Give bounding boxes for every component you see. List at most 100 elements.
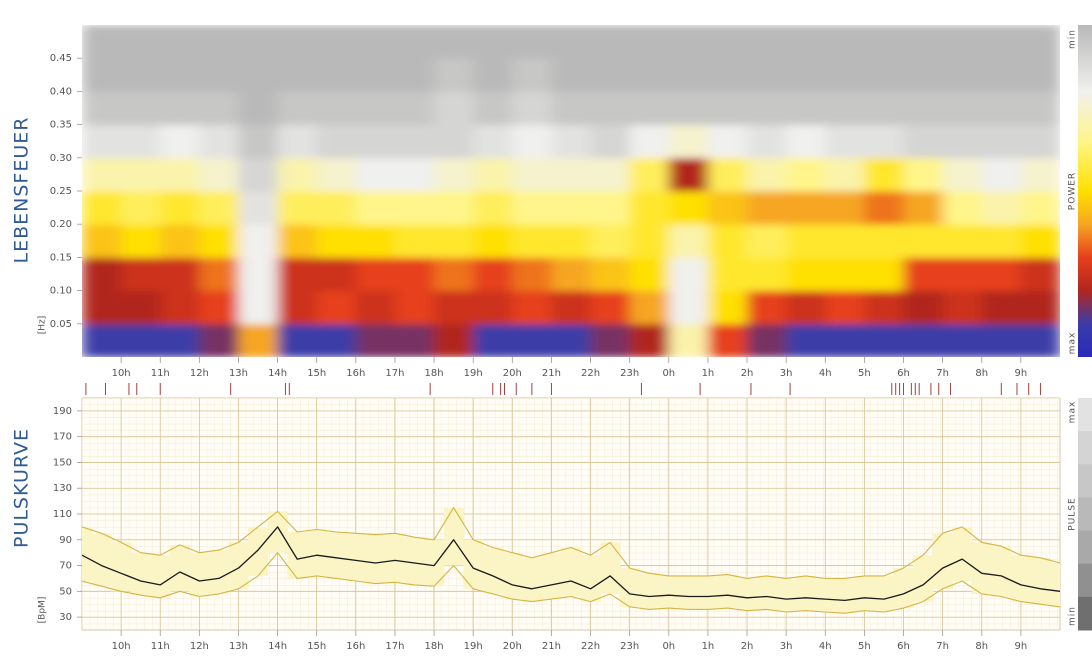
heatmap: [82, 25, 1061, 358]
heat-cell: [708, 291, 748, 325]
y-tick-label: 0.25: [50, 186, 72, 197]
heat-cell: [317, 125, 357, 159]
heat-cell: [943, 25, 983, 59]
x-tick-label: 4h: [819, 368, 832, 379]
heat-cell: [317, 224, 357, 258]
heat-cell: [160, 224, 200, 258]
y-tick-label: 0.05: [50, 319, 72, 330]
heat-cell: [238, 25, 278, 59]
heat-cell: [669, 291, 709, 325]
x-tick-label: 2h: [741, 641, 754, 652]
heat-cell: [1021, 324, 1061, 358]
heat-cell: [317, 291, 357, 325]
heat-cell: [591, 91, 631, 125]
x-tick-label: 8h: [975, 641, 988, 652]
heat-cell: [434, 324, 474, 358]
heat-cell: [512, 191, 552, 225]
band-segment: [874, 576, 894, 612]
x-tick-label: 8h: [975, 368, 988, 379]
heat-cell: [238, 224, 278, 258]
heat-cell: [278, 125, 318, 159]
y-tick-label: 0.20: [50, 219, 72, 230]
band-segment: [855, 576, 875, 611]
band-segment: [835, 578, 855, 613]
heat-cell: [943, 224, 983, 258]
heat-cell: [747, 91, 787, 125]
heat-cell: [434, 191, 474, 225]
heat-cell: [121, 291, 161, 325]
x-tick-label: 2h: [741, 368, 754, 379]
heat-cell: [395, 291, 435, 325]
heat-cell: [630, 324, 670, 358]
colorbar-step: [1078, 497, 1092, 531]
x-tick-label: 9h: [1015, 368, 1028, 379]
heat-cell: [82, 91, 122, 125]
band-segment: [190, 553, 210, 597]
heat-cell: [747, 25, 787, 59]
colorbar: [1078, 25, 1092, 357]
heat-cell: [82, 324, 122, 358]
heat-cell: [786, 25, 826, 59]
heat-cell: [395, 191, 435, 225]
heat-cell: [1021, 58, 1061, 92]
band-segment: [72, 527, 92, 581]
band-segment: [405, 537, 425, 585]
heat-cell: [278, 191, 318, 225]
heat-cell: [199, 191, 239, 225]
heat-cell: [864, 257, 904, 291]
heat-cell: [1021, 224, 1061, 258]
heat-cell: [708, 158, 748, 192]
x-tick-label: 21h: [542, 368, 561, 379]
x-tick-label: 0h: [662, 641, 675, 652]
heat-cell: [278, 158, 318, 192]
heat-cell: [121, 191, 161, 225]
heat-cell: [1021, 125, 1061, 159]
heat-cell: [199, 324, 239, 358]
y-axis-label: [Hz]: [38, 316, 48, 335]
band-segment: [894, 568, 914, 608]
heat-cell: [708, 25, 748, 59]
heat-cell: [591, 324, 631, 358]
heat-cell: [317, 324, 357, 358]
heat-cell: [82, 191, 122, 225]
heat-cell: [395, 224, 435, 258]
y-tick-label: 70: [59, 561, 72, 572]
y-tick-label: 90: [59, 535, 72, 546]
x-tick-label: 16h: [346, 641, 365, 652]
heat-cell: [356, 191, 396, 225]
heat-cell: [238, 191, 278, 225]
heat-cell: [551, 191, 591, 225]
heat-cell: [825, 324, 865, 358]
heat-cell: [825, 158, 865, 192]
heat-cell: [591, 291, 631, 325]
heat-cell: [356, 158, 396, 192]
band-segment: [248, 527, 268, 576]
y-tick-label: 190: [53, 406, 72, 417]
heat-cell: [786, 91, 826, 125]
heat-cell: [591, 125, 631, 159]
heat-cell: [669, 158, 709, 192]
heat-cell: [669, 224, 709, 258]
heat-cell: [943, 125, 983, 159]
heat-cell: [982, 25, 1022, 59]
band-segment: [796, 576, 816, 611]
heat-cell: [864, 324, 904, 358]
heat-cell: [630, 91, 670, 125]
heat-cell: [356, 257, 396, 291]
heat-cell: [551, 125, 591, 159]
chart-title: PULSKURVE: [11, 428, 33, 548]
heat-cell: [786, 58, 826, 92]
heat-cell: [708, 324, 748, 358]
heat-cell: [473, 291, 513, 325]
band-segment: [952, 527, 972, 581]
band-segment: [737, 578, 757, 610]
heat-cell: [708, 257, 748, 291]
heat-cell: [199, 224, 239, 258]
heat-cell: [356, 324, 396, 358]
x-tick-label: 12h: [190, 641, 209, 652]
heat-cell: [512, 291, 552, 325]
heat-cell: [982, 125, 1022, 159]
heat-cell: [630, 58, 670, 92]
heat-cell: [786, 291, 826, 325]
